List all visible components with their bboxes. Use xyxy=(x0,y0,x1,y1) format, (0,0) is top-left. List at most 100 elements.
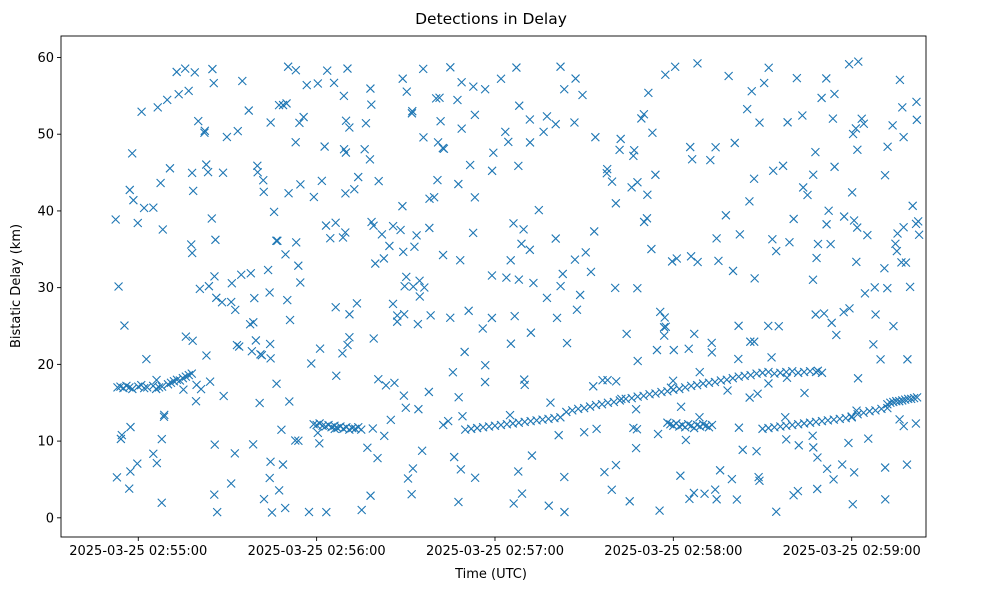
data-point xyxy=(503,137,513,147)
data-point xyxy=(822,219,831,229)
data-point xyxy=(911,419,921,428)
data-point xyxy=(280,503,290,513)
data-point xyxy=(424,223,434,233)
data-point xyxy=(343,64,352,73)
data-point xyxy=(797,111,807,120)
track-point xyxy=(885,398,895,408)
data-point xyxy=(385,241,394,251)
data-point xyxy=(257,350,267,360)
data-point xyxy=(271,236,281,246)
data-point xyxy=(246,268,256,278)
data-point xyxy=(470,473,480,483)
data-point xyxy=(655,506,664,515)
data-point xyxy=(379,254,389,263)
data-point xyxy=(366,491,375,501)
data-point xyxy=(313,79,323,88)
data-point xyxy=(615,145,624,155)
y-tick-label: 10 xyxy=(37,435,54,450)
data-point xyxy=(269,207,279,217)
data-point xyxy=(209,490,219,499)
data-point xyxy=(345,309,354,319)
y-tick-label: 0 xyxy=(46,511,54,526)
y-tick-label: 30 xyxy=(37,281,54,296)
data-point xyxy=(712,234,721,243)
track-point xyxy=(651,389,660,398)
data-point xyxy=(148,203,158,212)
track-point xyxy=(157,382,167,392)
data-point xyxy=(304,507,314,517)
track-point xyxy=(906,394,916,404)
data-point xyxy=(730,138,740,148)
data-point xyxy=(202,351,211,360)
data-point xyxy=(265,339,275,349)
data-point xyxy=(190,68,200,77)
data-point xyxy=(852,145,862,155)
data-point xyxy=(468,82,478,92)
data-point xyxy=(742,104,752,114)
data-point xyxy=(431,94,441,103)
data-point xyxy=(345,332,354,342)
data-point xyxy=(848,129,858,139)
data-point xyxy=(908,201,918,211)
data-point xyxy=(211,293,221,303)
data-point xyxy=(201,160,211,169)
data-point xyxy=(525,245,535,255)
data-point xyxy=(724,71,734,81)
data-point xyxy=(653,429,663,439)
track-point xyxy=(627,393,637,403)
data-point xyxy=(798,183,808,192)
data-point xyxy=(655,307,665,317)
data-point xyxy=(889,321,898,331)
data-point xyxy=(857,114,867,124)
data-point xyxy=(502,273,511,283)
data-point xyxy=(200,128,209,138)
data-point xyxy=(560,507,569,517)
data-point xyxy=(457,77,466,87)
data-point xyxy=(245,319,255,329)
data-point xyxy=(266,353,275,363)
data-point xyxy=(707,347,717,357)
data-point xyxy=(863,434,873,444)
track-point xyxy=(133,382,143,392)
data-point xyxy=(643,88,653,98)
data-point xyxy=(651,170,660,180)
data-point xyxy=(193,116,203,126)
data-point xyxy=(669,345,679,355)
data-point xyxy=(407,489,417,499)
data-point xyxy=(396,225,405,235)
data-point xyxy=(570,118,579,127)
data-point xyxy=(373,374,383,384)
track-point xyxy=(663,418,672,428)
data-point xyxy=(230,305,240,315)
data-point xyxy=(714,256,723,266)
data-point xyxy=(752,446,761,456)
data-point xyxy=(880,263,889,273)
data-point xyxy=(148,449,158,459)
data-point xyxy=(745,196,754,206)
track-point xyxy=(567,406,577,415)
data-point xyxy=(377,229,387,239)
data-point xyxy=(417,446,427,456)
data-point xyxy=(207,214,217,223)
data-point xyxy=(392,311,402,320)
track-point xyxy=(639,391,649,401)
data-point xyxy=(687,154,697,164)
track-point xyxy=(579,403,589,413)
data-point xyxy=(195,284,205,294)
data-point xyxy=(611,460,621,470)
data-point xyxy=(158,225,168,234)
data-point xyxy=(821,74,831,83)
data-point xyxy=(520,380,530,390)
data-point xyxy=(291,137,301,147)
data-point xyxy=(912,115,922,125)
data-point xyxy=(141,354,151,364)
data-point xyxy=(283,62,293,72)
data-point xyxy=(111,215,121,224)
data-point xyxy=(159,410,169,420)
data-point xyxy=(827,318,837,328)
track-point xyxy=(680,383,690,392)
data-point xyxy=(236,270,246,280)
data-point xyxy=(496,74,506,84)
track-point xyxy=(698,419,708,429)
data-point xyxy=(320,142,330,151)
